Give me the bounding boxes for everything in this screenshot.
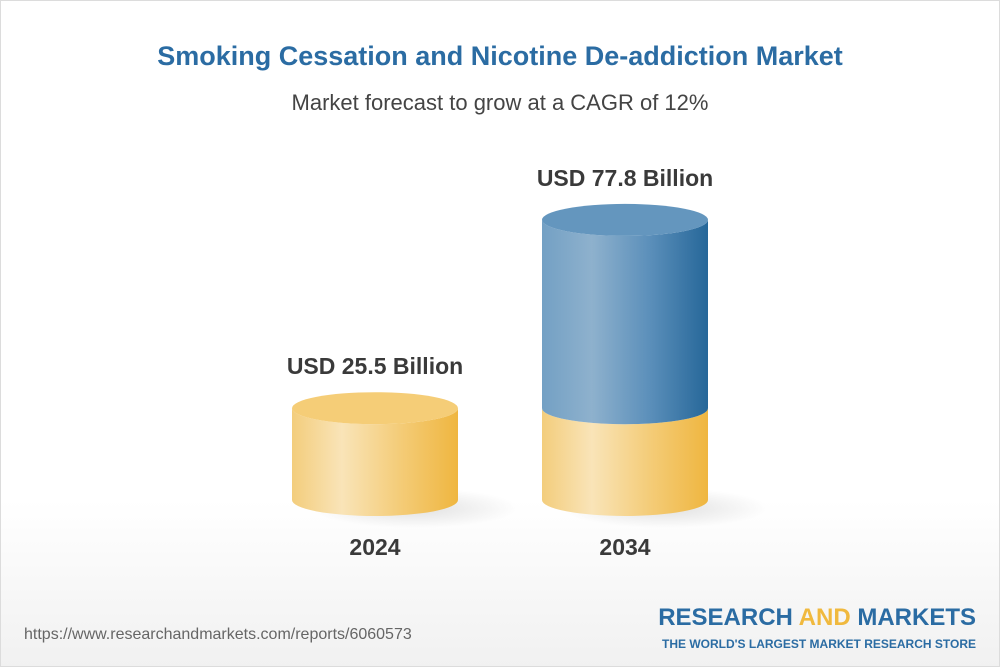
source-url[interactable]: https://www.researchandmarkets.com/repor…: [24, 626, 412, 643]
data-label: USD 25.5 Billion: [287, 353, 463, 379]
chart-title: Smoking Cessation and Nicotine De-addict…: [157, 41, 843, 71]
cylinder-base-segment: [292, 408, 458, 516]
cylinder-top: [542, 203, 708, 236]
cylinder-growth-segment: [542, 219, 708, 425]
brand-logo: RESEARCH AND MARKETS: [658, 604, 976, 632]
cylinder-base-segment: [542, 408, 708, 516]
logo-text: RESEARCH: [658, 604, 799, 631]
cylinder-top: [292, 392, 458, 425]
category-label: 2034: [599, 534, 650, 560]
category-label: 2024: [349, 534, 400, 560]
chart-subtitle: Market forecast to grow at a CAGR of 12%: [291, 90, 709, 115]
logo-text-markets: MARKETS: [850, 604, 976, 631]
logo-text-and: AND: [798, 604, 851, 631]
data-label: USD 77.8 Billion: [537, 165, 713, 191]
brand-tagline: THE WORLD'S LARGEST MARKET RESEARCH STOR…: [662, 637, 976, 651]
